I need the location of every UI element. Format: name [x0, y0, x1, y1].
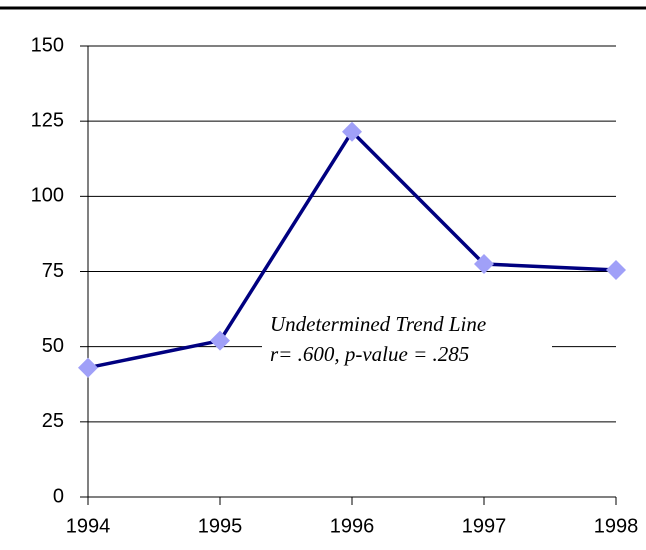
- annotation-bg: [262, 305, 552, 375]
- y-tick-label: 50: [42, 335, 64, 357]
- x-tick-label: 1998: [594, 515, 639, 537]
- marker: [210, 330, 230, 351]
- annotation: r= .600, p-value = .285: [270, 342, 469, 366]
- y-tick-label: 125: [31, 109, 64, 131]
- x-tick-label: 1997: [462, 515, 507, 537]
- x-tick-label: 1995: [198, 515, 243, 537]
- y-tick-label: 100: [31, 185, 64, 207]
- y-tick-label: 25: [42, 410, 64, 432]
- x-tick-label: 1994: [66, 515, 111, 537]
- y-tick-label: 0: [53, 485, 64, 507]
- marker: [474, 253, 494, 274]
- y-tick-label: 150: [31, 34, 64, 56]
- marker: [342, 121, 362, 142]
- x-tick-label: 1996: [330, 515, 375, 537]
- marker: [606, 259, 626, 280]
- marker: [78, 357, 98, 378]
- y-tick-label: 75: [42, 260, 64, 282]
- annotation: Undetermined Trend Line: [270, 312, 486, 336]
